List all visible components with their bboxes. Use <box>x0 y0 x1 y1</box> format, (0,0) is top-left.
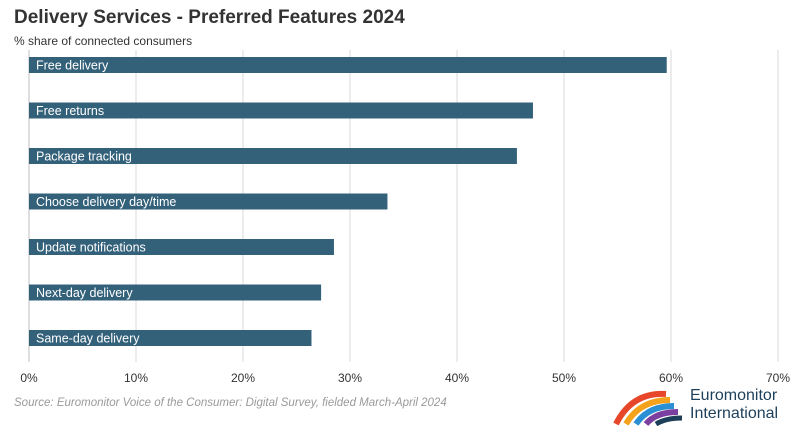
bar-label: Free returns <box>36 104 104 118</box>
bar <box>29 193 388 210</box>
bar-chart: 0% 10% 20% 30% 40% 50% 60% 70% Free delivery Free… <box>20 50 790 385</box>
logo-line-1: Euromonitor <box>690 387 778 404</box>
bar <box>29 330 312 346</box>
bar-label: Package tracking <box>36 150 132 164</box>
logo-wordmark: Euromonitor International <box>690 387 778 423</box>
bar <box>29 102 533 119</box>
euromonitor-logo: Euromonitor International <box>612 386 802 427</box>
bar-label: Choose delivery day/time <box>36 195 176 209</box>
bar-label: Update notifications <box>36 241 146 255</box>
bar-label: Free delivery <box>36 59 109 73</box>
bar <box>29 239 334 255</box>
bar-label: Same-day delivery <box>36 332 140 346</box>
x-tick-label: 20% <box>231 371 255 385</box>
bar <box>29 148 517 164</box>
bar <box>29 284 322 301</box>
chart-subtitle: % share of connected consumers <box>14 34 193 48</box>
x-tick-label: 40% <box>445 371 469 385</box>
x-tick-label: 0% <box>20 371 38 385</box>
source-note: Source: Euromonitor Voice of the Consume… <box>14 397 447 409</box>
x-tick-label: 30% <box>338 371 362 385</box>
x-tick-label: 50% <box>552 371 576 385</box>
x-tick-label: 70% <box>766 371 790 385</box>
x-tick-label: 60% <box>659 371 683 385</box>
bar-label: Next-day delivery <box>36 286 133 300</box>
bar <box>29 57 667 73</box>
chart-title: Delivery Services - Preferred Features 2… <box>14 7 405 28</box>
logo-line-2: International <box>690 405 779 422</box>
x-tick-label: 10% <box>124 371 148 385</box>
logo-arc-icon <box>613 390 683 427</box>
